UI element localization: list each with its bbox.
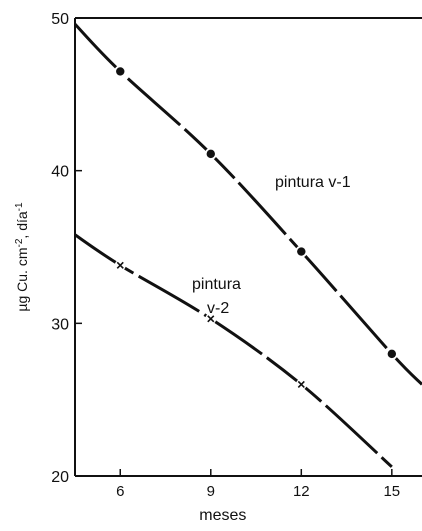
series-label-v1: pintura v-1 [275, 174, 351, 191]
x-tick-label: 12 [293, 483, 310, 500]
series-label-v2-line1: pintura [192, 276, 241, 293]
x-tick-label: 6 [116, 483, 124, 500]
y-tick-label: 20 [51, 469, 69, 486]
y-axis-label-superscript: -1 [14, 202, 25, 211]
data-point [297, 380, 305, 388]
data-point [116, 67, 125, 76]
x-tick-label: 9 [207, 483, 215, 500]
series-line-1 [73, 23, 422, 386]
y-axis-label: µg Cu. cm-2, día-1 [14, 202, 31, 312]
y-tick-label: 40 [51, 164, 69, 181]
axes-layer: 6 9 12 15 20 30 40 50 [51, 11, 422, 500]
y-axis-label-part: µg Cu. cm [14, 247, 30, 311]
y-tick-label: 30 [51, 316, 69, 333]
label-layer: meses µg Cu. cm-2, día-1 pintura v-1 pintur… [14, 174, 351, 524]
x-tick-label: 15 [383, 483, 400, 500]
data-point [206, 149, 215, 159]
series-layer [73, 23, 422, 468]
data-point [297, 247, 306, 256]
y-tick-label: 50 [51, 11, 69, 28]
data-point [116, 261, 124, 269]
series-line-2 [74, 233, 393, 468]
data-point [207, 315, 215, 323]
series-label-v2-line2: v-2 [207, 300, 229, 317]
x-axis-label: meses [199, 507, 246, 524]
y-axis-label-superscript: -2 [14, 238, 25, 247]
y-axis-label-part: , día [14, 211, 30, 238]
data-point [387, 349, 397, 359]
